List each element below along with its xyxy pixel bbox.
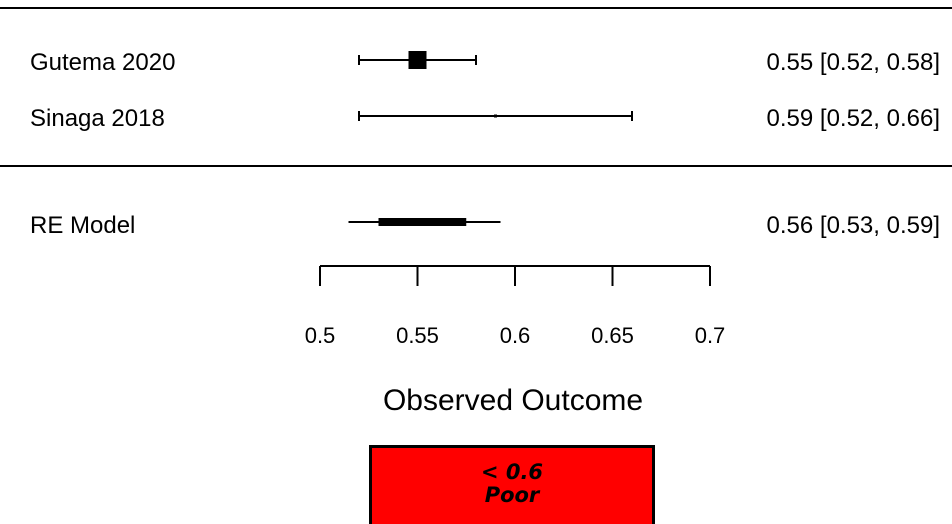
study-label-sinaga-2018: Sinaga 2018 bbox=[30, 105, 165, 132]
point-estimate bbox=[494, 114, 497, 118]
chart-marks bbox=[348, 51, 633, 226]
outcome-legend-box: < 0.6 Poor bbox=[369, 445, 655, 524]
study-estimate-gutema-2020: 0.55 [0.52, 0.58] bbox=[767, 49, 940, 76]
point-estimate bbox=[408, 51, 427, 69]
x-axis-title: Observed Outcome bbox=[383, 384, 643, 417]
x-tick-label: 0.5 bbox=[305, 323, 336, 348]
summary-estimate-bar bbox=[378, 218, 467, 226]
study-estimate-sinaga-2018: 0.59 [0.52, 0.66] bbox=[767, 105, 940, 132]
x-tick-label: 0.55 bbox=[396, 323, 439, 348]
summary-estimate: 0.56 [0.53, 0.59] bbox=[767, 212, 940, 239]
x-tick-label: 0.7 bbox=[695, 323, 726, 348]
x-tick-label: 0.65 bbox=[591, 323, 634, 348]
x-axis: 0.5 0.55 0.6 0.65 0.7 bbox=[305, 265, 726, 348]
study-label-gutema-2020: Gutema 2020 bbox=[30, 49, 175, 76]
x-tick-label: 0.6 bbox=[500, 323, 531, 348]
legend-threshold: < 0.6 bbox=[480, 460, 544, 484]
legend-category: Poor bbox=[484, 483, 540, 507]
summary-label: RE Model bbox=[30, 212, 135, 239]
